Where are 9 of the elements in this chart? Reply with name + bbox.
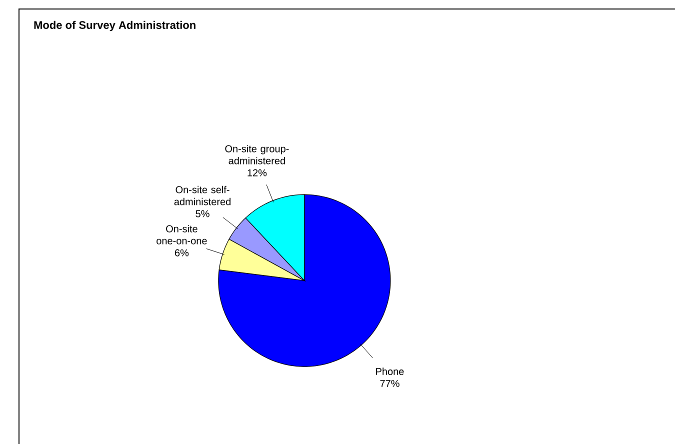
chart-title: Mode of Survey Administration <box>34 20 196 32</box>
data-label: 6% <box>174 249 189 256</box>
slice-label: On-site group-administered <box>225 144 289 164</box>
slice-label: On-site self-administered <box>174 186 231 206</box>
slice-label: On-site one-on-one <box>156 225 207 244</box>
slice-label: Phone <box>376 368 404 376</box>
data-label: 5% <box>196 210 210 218</box>
data-label: 77% <box>380 380 400 387</box>
data-label: 12% <box>248 169 267 176</box>
